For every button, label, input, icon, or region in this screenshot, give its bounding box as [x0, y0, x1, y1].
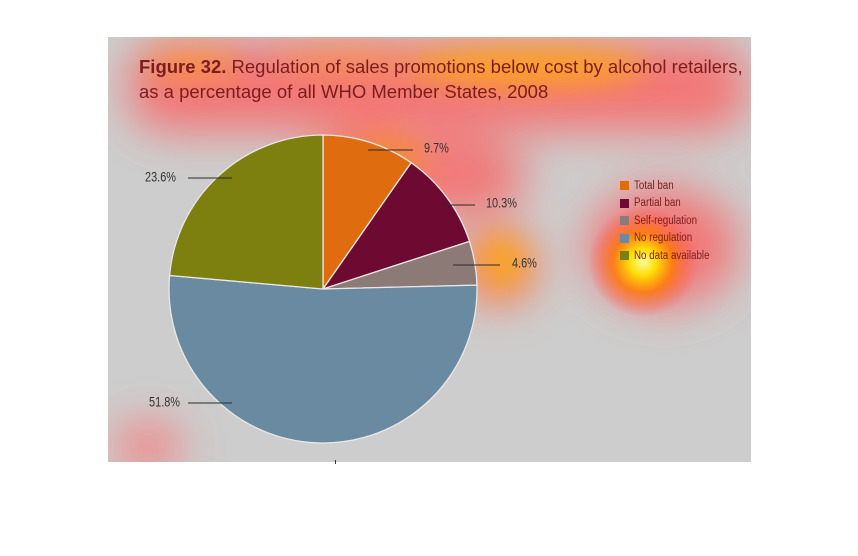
legend-swatch — [620, 233, 629, 243]
pie-chart: 9.7% 10.3% 4.6% 51.8% 23.6% — [145, 134, 537, 444]
legend-label: No regulation — [634, 232, 693, 245]
data-label: 51.8% — [149, 394, 180, 410]
data-labels: 9.7% 10.3% 4.6% 51.8% 23.6% — [145, 140, 537, 410]
legend-label: Self-regulation — [634, 214, 698, 227]
pie-slice-no-regulation — [168, 274, 478, 444]
figure-caption: Regulation of sales promotions below cos… — [139, 56, 743, 102]
data-label: 23.6% — [145, 169, 176, 185]
chart-title: Figure 32. Regulation of sales promotion… — [139, 54, 751, 104]
pie-slice-partial-ban — [321, 161, 471, 291]
data-label: 10.3% — [486, 195, 517, 211]
legend-label: Total ban — [634, 179, 674, 192]
chart-panel: Figure 32. Regulation of sales promotion… — [108, 37, 751, 462]
pie-slice-no-data-available — [168, 134, 324, 290]
leader-lines — [188, 149, 500, 404]
legend-item: Partial ban — [620, 195, 723, 213]
legend-item: Total ban — [620, 177, 723, 195]
legend-swatch — [620, 181, 629, 191]
legend-swatch — [620, 216, 629, 226]
legend-item: No data available — [620, 247, 723, 265]
data-label: 4.6% — [512, 255, 537, 271]
legend-item: Self-regulation — [620, 212, 723, 230]
legend-item: No regulation — [620, 230, 723, 248]
pie-slices — [168, 134, 478, 444]
figure-label: Figure 32. — [139, 56, 227, 77]
legend-label: Partial ban — [634, 197, 681, 210]
data-label: 9.7% — [424, 140, 449, 156]
axis-tick — [335, 460, 336, 464]
legend-swatch — [620, 198, 629, 208]
legend-swatch — [620, 251, 629, 261]
legend-label: No data available — [634, 249, 710, 262]
legend: Total ban Partial ban Self-regulation No re… — [620, 177, 723, 265]
pie-slice-total-ban — [322, 134, 413, 292]
